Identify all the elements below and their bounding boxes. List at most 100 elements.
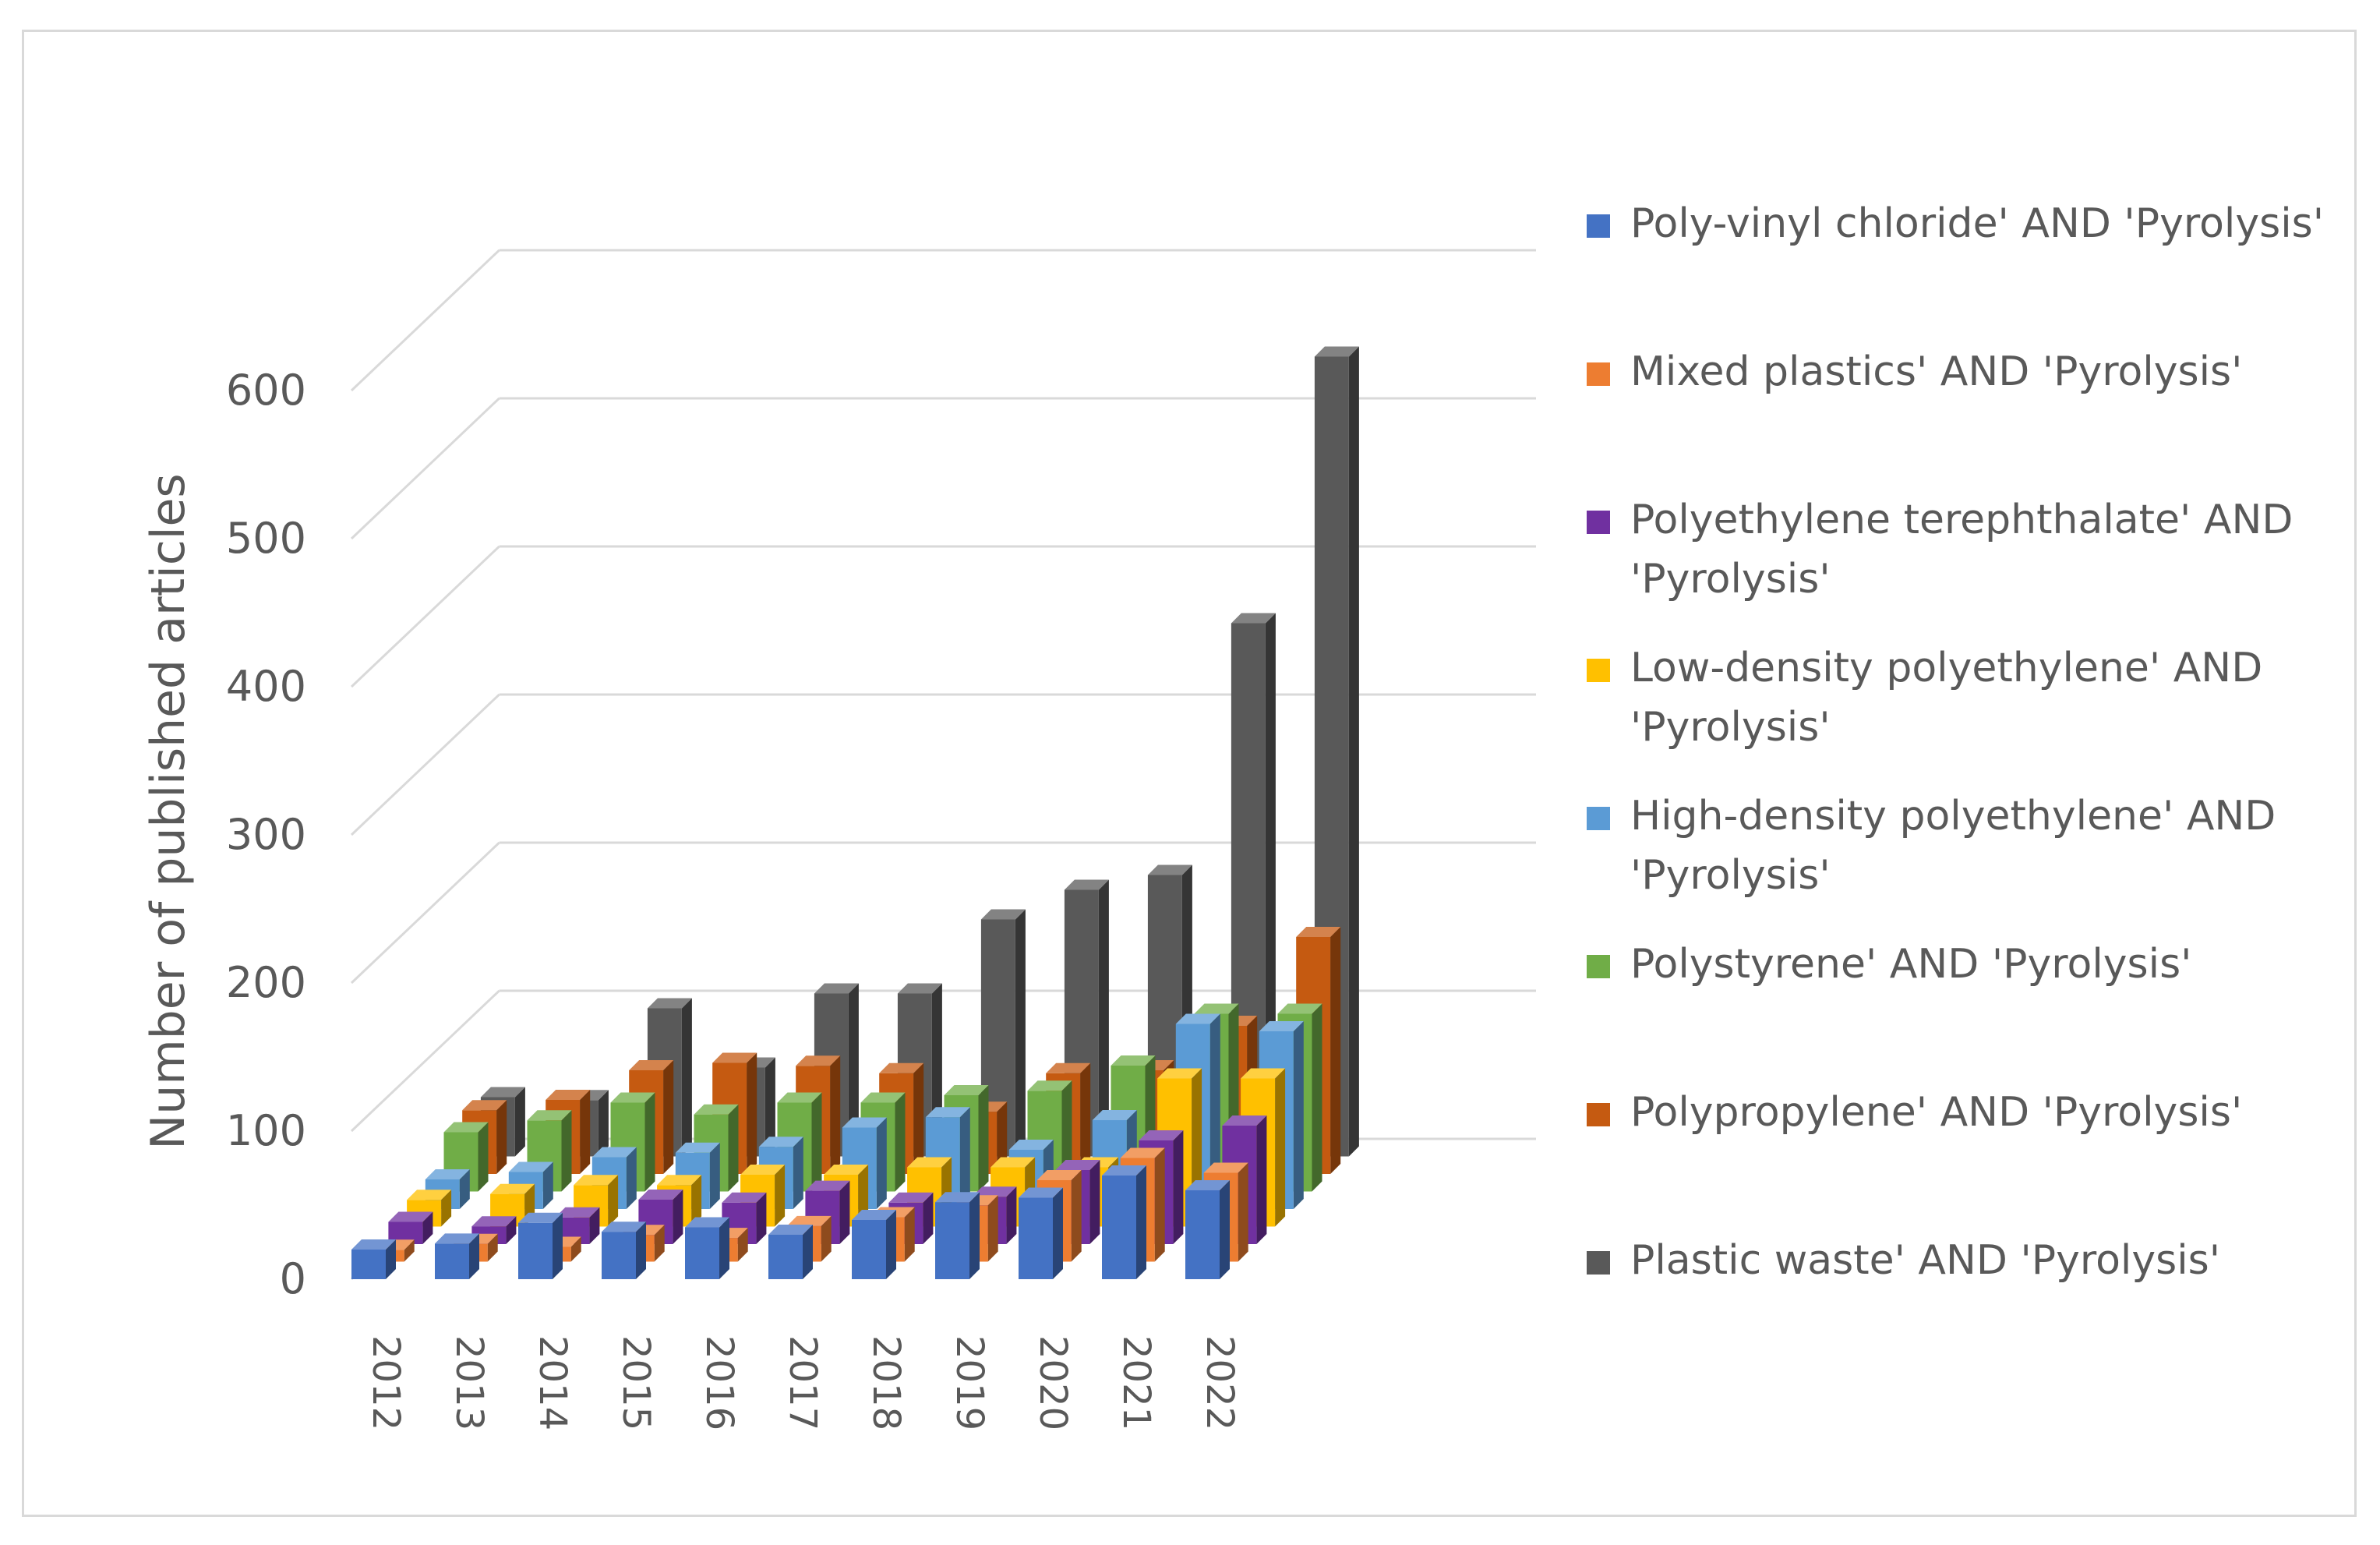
bar-side <box>654 1225 665 1262</box>
bar-top <box>555 1207 600 1218</box>
bar-side <box>719 1217 729 1279</box>
bar-top <box>944 1085 989 1095</box>
bar-side <box>913 1062 924 1174</box>
gridline-side <box>350 989 500 1133</box>
bar-top <box>527 1110 572 1121</box>
bar-top <box>860 1092 906 1103</box>
bar-top <box>805 1180 850 1191</box>
legend-item: Polyethylene terephthalate' AND 'Pyrolysi… <box>1587 497 2293 603</box>
bar-side <box>542 1161 553 1209</box>
bar-front <box>935 1202 969 1279</box>
bar-top <box>629 1060 674 1070</box>
bar-top <box>1175 1013 1220 1024</box>
bar <box>388 1211 433 1244</box>
legend-item: Low-density polyethylene' AND 'Pyrolysis' <box>1587 645 2262 751</box>
bar-top <box>796 1055 841 1066</box>
bar-top <box>1046 1062 1091 1073</box>
bar-top <box>480 1087 525 1098</box>
bar-top <box>824 1165 869 1175</box>
bar-side <box>803 1225 813 1279</box>
bar-top <box>490 1183 535 1194</box>
bar-top <box>425 1169 470 1179</box>
chart-3d-column: 0 100 200 300 400 500 600 2012 2013 2014 2015 2016… <box>141 200 2324 1430</box>
x-category-label: 2019 <box>948 1335 991 1430</box>
bar-side <box>514 1087 525 1157</box>
bar-side <box>478 1122 489 1192</box>
bar-side <box>1136 1165 1146 1279</box>
bar-side <box>1238 1162 1248 1262</box>
bar <box>602 1222 646 1279</box>
bar-side <box>487 1233 498 1262</box>
bar-top <box>1222 1115 1267 1126</box>
chart-bars <box>351 346 1359 1279</box>
bar-side <box>570 1236 581 1262</box>
x-category-label: 2021 <box>1114 1335 1158 1430</box>
bar-top <box>1019 1187 1063 1198</box>
gridline-side <box>350 841 500 985</box>
bar-top <box>935 1192 980 1203</box>
bar-front <box>1185 1190 1220 1279</box>
bar-side <box>1265 613 1276 1157</box>
legend-label: Polyethylene terephthalate' AND <box>1630 497 2293 543</box>
bar-side <box>506 1216 517 1244</box>
bar-side <box>1098 879 1109 1157</box>
bar-side <box>1154 1147 1165 1262</box>
legend-item: Polystyrene' AND 'Pyrolysis' <box>1587 941 2191 988</box>
bar-side <box>886 1210 896 1279</box>
bar-top <box>518 1212 563 1223</box>
bar-top <box>1147 864 1192 875</box>
legend-label: 'Pyrolysis' <box>1630 704 1831 751</box>
bar <box>685 1217 729 1279</box>
bar-side <box>821 1215 832 1262</box>
legend-label: 'Pyrolysis' <box>1630 852 1831 899</box>
bar-top <box>758 1137 803 1147</box>
bar-top <box>602 1222 646 1232</box>
bar-top <box>722 1192 767 1203</box>
bar-side <box>775 1165 786 1227</box>
y-tick-label: 400 <box>226 662 306 711</box>
bar-top <box>1194 1003 1239 1014</box>
bar-side <box>1071 1170 1082 1262</box>
bar-top <box>1008 1140 1054 1150</box>
bar-top <box>675 1142 720 1153</box>
bar-side <box>663 1060 674 1174</box>
bar-side <box>1293 1021 1304 1209</box>
bar-side <box>1089 1160 1100 1244</box>
bar-top <box>786 1215 832 1226</box>
bar-front <box>685 1227 719 1279</box>
bar <box>935 1192 980 1279</box>
bar-side <box>839 1180 850 1244</box>
gridline-side <box>350 249 500 392</box>
x-category-label: 2020 <box>1031 1335 1075 1430</box>
bar-side <box>923 1192 934 1244</box>
bar-side <box>1015 909 1026 1157</box>
bar-top <box>888 1192 934 1203</box>
bar-top <box>407 1190 452 1200</box>
bar-top <box>972 1186 1017 1197</box>
bar-front <box>435 1243 469 1279</box>
y-tick-label: 500 <box>226 514 306 563</box>
bar-top <box>712 1052 757 1063</box>
bar-side <box>764 1057 775 1157</box>
bar-front <box>602 1232 636 1279</box>
bar-side <box>747 1052 757 1174</box>
bar-top <box>638 1190 683 1200</box>
bar-top <box>1139 1130 1184 1140</box>
bar-top <box>1036 1170 1082 1180</box>
bar-side <box>1053 1187 1063 1279</box>
legend-swatch <box>1587 1251 1610 1275</box>
bar-top <box>610 1092 655 1103</box>
bar-side <box>681 998 692 1157</box>
bar-side <box>895 1092 906 1192</box>
bar <box>435 1233 479 1279</box>
bar-side <box>959 1107 970 1209</box>
bar-side <box>1275 1068 1286 1227</box>
legend-label: Mixed plastics' AND 'Pyrolysis' <box>1630 348 2242 395</box>
chart-frame: 0 100 200 300 400 500 600 2012 2013 2014 2015 2016… <box>22 30 2357 1517</box>
x-axis-category-labels: 2012 2013 2014 2015 2016 2017 2018 2019 2020 2021… <box>364 1335 1241 1430</box>
bar <box>1102 1165 1146 1279</box>
y-axis-label: Number of published articles <box>141 473 196 1149</box>
bar-top <box>435 1233 479 1244</box>
bar-front <box>768 1235 803 1279</box>
bar-top <box>1203 1162 1248 1173</box>
